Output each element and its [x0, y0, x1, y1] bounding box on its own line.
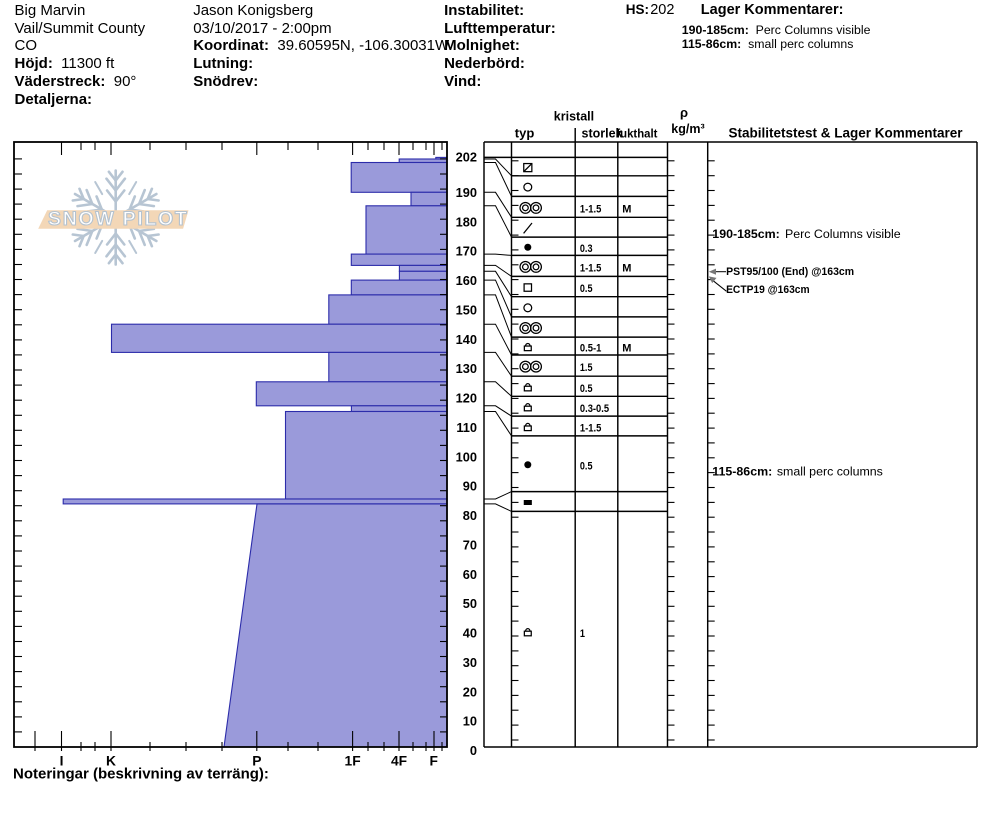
svg-text:190-185cm:Perc Columns visible: 190-185cm: Perc Columns visible	[712, 227, 901, 241]
svg-text:202: 202	[456, 150, 477, 165]
svg-text:1-1.5: 1-1.5	[580, 263, 601, 275]
svg-text:ρ: ρ	[680, 105, 688, 120]
svg-text:90: 90	[463, 479, 477, 494]
svg-text:storlek: storlek	[582, 127, 623, 141]
svg-text:180: 180	[456, 214, 477, 229]
svg-text:80: 80	[463, 508, 477, 523]
svg-text:SNOW PILOT: SNOW PILOT	[48, 208, 189, 230]
svg-text:120: 120	[456, 391, 477, 406]
svg-text:140: 140	[456, 332, 477, 347]
svg-text:10: 10	[463, 714, 477, 729]
svg-text:0.5-1: 0.5-1	[580, 343, 601, 355]
svg-text:1-1.5: 1-1.5	[580, 423, 601, 435]
svg-text:Stabilitetstest & Lager Kommen: Stabilitetstest & Lager Kommentarer	[729, 126, 964, 141]
svg-text:160: 160	[456, 273, 477, 288]
svg-text:K: K	[106, 753, 116, 768]
svg-text:typ: typ	[515, 126, 535, 141]
svg-text:70: 70	[463, 537, 477, 552]
svg-text:F: F	[429, 753, 437, 768]
svg-text:40: 40	[463, 626, 477, 641]
svg-text:ECTP19 @163cm: ECTP19 @163cm	[726, 284, 810, 296]
svg-text:130: 130	[456, 361, 477, 376]
svg-text:150: 150	[456, 302, 477, 317]
svg-text:I: I	[60, 753, 64, 768]
svg-text:1.5: 1.5	[580, 362, 593, 374]
svg-text:M: M	[622, 343, 631, 355]
svg-text:Noteringar (beskrivning av ter: Noteringar (beskrivning av terräng):	[13, 766, 269, 783]
svg-text:115-86cm:small perc columns: 115-86cm: small perc columns	[712, 464, 883, 478]
svg-text:kristall: kristall	[554, 110, 594, 124]
svg-text:1F: 1F	[345, 753, 361, 768]
svg-text:kg/m³: kg/m³	[671, 122, 704, 136]
svg-text:0.5: 0.5	[580, 383, 593, 395]
svg-text:60: 60	[463, 567, 477, 582]
svg-text:M: M	[622, 263, 631, 275]
svg-text:4F: 4F	[391, 753, 407, 768]
svg-text:M: M	[622, 204, 631, 216]
svg-text:0: 0	[470, 743, 477, 758]
svg-text:170: 170	[456, 244, 477, 259]
svg-text:50: 50	[463, 596, 477, 611]
svg-text:20: 20	[463, 684, 477, 699]
svg-text:1: 1	[580, 628, 585, 640]
svg-text:190: 190	[456, 185, 477, 200]
svg-text:0.3-0.5: 0.3-0.5	[580, 403, 609, 415]
svg-text:fukthalt: fukthalt	[616, 129, 657, 141]
svg-text:PST95/100 (End) @163cm: PST95/100 (End) @163cm	[726, 266, 854, 278]
svg-text:30: 30	[463, 655, 477, 670]
svg-text:0.5: 0.5	[580, 283, 593, 295]
svg-text:100: 100	[456, 449, 477, 464]
svg-text:0.5: 0.5	[580, 460, 593, 472]
svg-text:110: 110	[456, 420, 477, 435]
svg-text:P: P	[252, 753, 261, 768]
svg-text:1-1.5: 1-1.5	[580, 204, 601, 216]
svg-text:0.3: 0.3	[580, 243, 593, 255]
